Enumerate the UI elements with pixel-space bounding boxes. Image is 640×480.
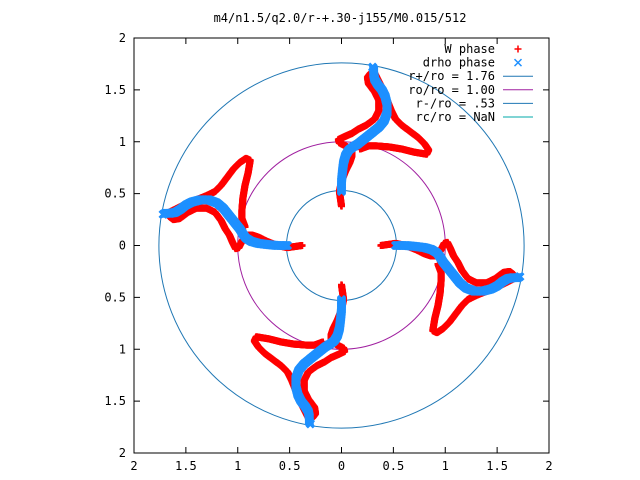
x-tick-label: 1.5 xyxy=(486,459,508,473)
x-tick-label: 0.5 xyxy=(279,459,301,473)
legend-label: rc/ro = NaN xyxy=(416,110,495,124)
x-tick-label: 0 xyxy=(338,459,345,473)
x-tick-label: 2 xyxy=(130,459,137,473)
axis-ticks: 2 1.5 1 0.5 0 0.5 1 1.5 221.510.500.511.52 xyxy=(104,31,552,473)
legend-label: W phase xyxy=(444,42,495,56)
series-1 xyxy=(158,62,525,429)
y-tick-label: 1 xyxy=(119,135,126,149)
legend-label: ro/ro = 1.00 xyxy=(408,83,495,97)
legend-label: drho phase xyxy=(423,56,495,70)
data-series xyxy=(158,62,525,429)
y-tick-label: 0.5 xyxy=(104,187,126,201)
circle-0 xyxy=(158,62,525,429)
point xyxy=(158,209,168,219)
y-tick-label: 1 xyxy=(119,342,126,356)
legend-marker xyxy=(513,58,523,67)
legend-label: r+/ro = 1.76 xyxy=(408,69,495,83)
x-tick-label: 1 xyxy=(442,459,449,473)
point xyxy=(305,419,315,429)
y-tick-label: 2 xyxy=(119,31,126,45)
x-tick-label: 1 xyxy=(234,459,241,473)
y-tick-label: 0 xyxy=(119,239,126,253)
y-tick-label: 1.5 xyxy=(104,83,126,97)
legend-label: r-/ro = .53 xyxy=(416,96,495,110)
x-tick-label: 2 xyxy=(545,459,552,473)
legend-marker xyxy=(514,45,522,53)
y-tick-label: 0.5 xyxy=(104,290,126,304)
y-tick-label: 2 xyxy=(119,446,126,460)
point xyxy=(515,272,525,282)
x-tick-label: 1.5 xyxy=(175,459,197,473)
y-tick-label: 1.5 xyxy=(104,394,126,408)
x-tick-label: 0.5 xyxy=(383,459,405,473)
chart-title: m4/n1.5/q2.0/r-+.30-j155/M0.015/512 xyxy=(214,11,467,25)
point xyxy=(368,62,378,72)
